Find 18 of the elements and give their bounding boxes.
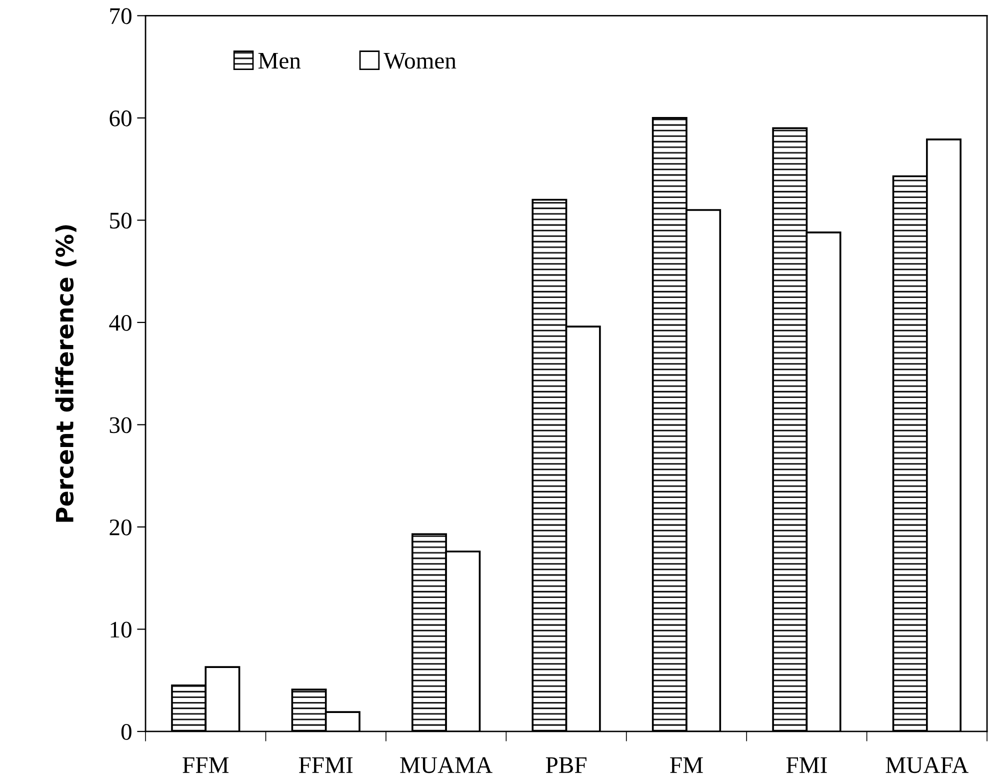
x-tick-label: PBF <box>546 757 586 773</box>
y-tick-label: 0 <box>121 724 132 740</box>
x-tick-label: FFMI <box>298 757 353 773</box>
y-tick-label: 70 <box>110 8 132 24</box>
y-tick-label: 30 <box>110 417 132 434</box>
x-tick-label: MUAMA <box>400 757 492 774</box>
x-tick-label: FMI <box>786 757 827 773</box>
y-tick-label: 60 <box>110 110 132 126</box>
y-axis-title: Percent difference (%) <box>55 225 76 522</box>
x-tick-label: FFM <box>182 757 229 773</box>
y-tick-label: 40 <box>109 314 132 331</box>
y-tick-label: 10 <box>110 622 132 638</box>
legend-label: Men <box>258 53 301 69</box>
x-tick-label: FM <box>670 757 703 773</box>
y-tick-label: 20 <box>110 519 132 536</box>
x-tick-label: MUAFA <box>886 757 969 774</box>
y-tick-label: 50 <box>110 212 132 229</box>
legend-label: Women <box>384 53 456 69</box>
